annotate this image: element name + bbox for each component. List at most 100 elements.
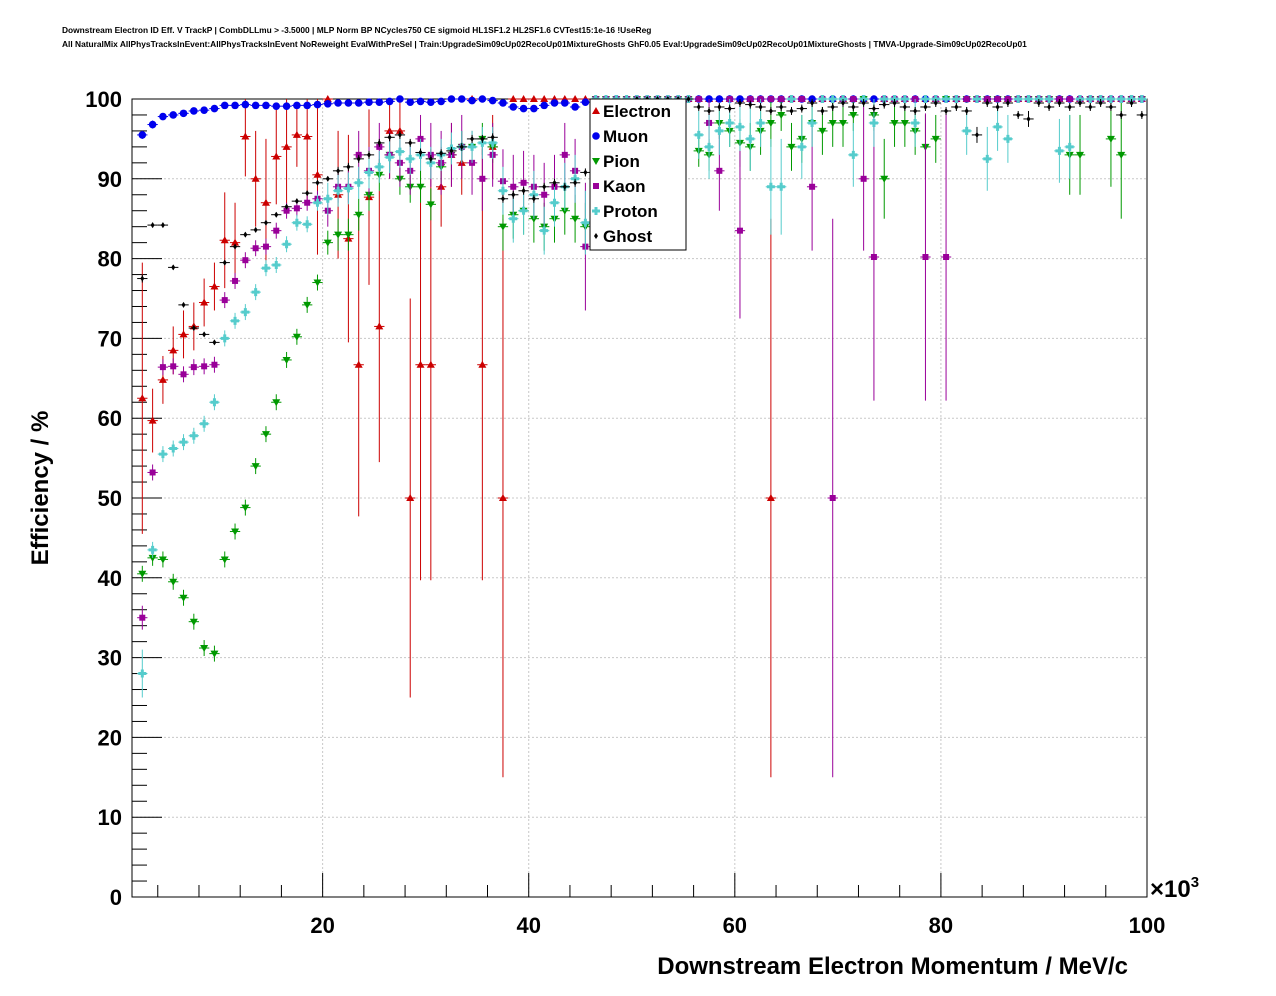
data-point (746, 134, 755, 143)
data-point (509, 103, 518, 111)
data-point (158, 556, 167, 564)
data-point (1117, 151, 1126, 159)
data-point (158, 450, 167, 459)
data-point (261, 264, 270, 273)
data-point (171, 264, 176, 271)
data-point (241, 308, 250, 317)
data-point (169, 578, 178, 586)
data-point (303, 220, 312, 229)
data-point (313, 170, 322, 178)
data-point (334, 186, 343, 195)
data-point (336, 167, 341, 174)
data-point (892, 99, 897, 106)
data-point (540, 101, 548, 110)
data-point (428, 155, 433, 162)
data-point (169, 111, 178, 119)
data-point (395, 147, 404, 156)
y-tick-label: 70 (98, 326, 122, 351)
y-tick-label: 0 (110, 885, 122, 910)
data-point (231, 316, 240, 325)
data-point (293, 101, 301, 110)
data-point (470, 135, 475, 142)
data-point (303, 101, 311, 110)
data-point (995, 103, 1000, 110)
y-tick-label: 60 (98, 406, 122, 431)
data-point (148, 545, 157, 554)
data-point (356, 155, 361, 162)
data-point (138, 669, 147, 678)
data-point (1139, 111, 1144, 118)
data-point (715, 95, 724, 103)
data-point (972, 95, 981, 103)
data-point (560, 207, 569, 215)
data-point (490, 134, 495, 141)
data-point (138, 570, 147, 578)
data-point (1024, 95, 1033, 103)
data-point (396, 95, 404, 103)
data-point (571, 95, 580, 102)
x-tick-label: 20 (310, 913, 334, 938)
data-point (406, 98, 415, 106)
legend-item-kaon: Kaon (593, 177, 646, 196)
data-point (828, 95, 837, 103)
data-point (170, 363, 177, 370)
data-point (323, 239, 332, 247)
data-point (1003, 134, 1012, 143)
data-point (426, 201, 435, 209)
data-point (944, 107, 949, 114)
chart-title-line-1: Downstream Electron ID Eff. V TrackP | C… (62, 25, 652, 35)
x-axis-multiplier-base: ×10 (1150, 876, 1191, 903)
data-point (395, 126, 404, 134)
data-point (210, 104, 219, 113)
data-point (694, 130, 703, 139)
data-point (716, 167, 723, 174)
data-point (478, 95, 487, 103)
data-point (777, 111, 786, 119)
data-point (262, 101, 270, 110)
data-point (499, 99, 507, 107)
data-point (963, 96, 970, 102)
data-point (416, 360, 425, 368)
data-point (725, 118, 734, 127)
data-point (818, 95, 827, 103)
data-point (459, 143, 464, 150)
data-point (222, 259, 227, 266)
data-point (519, 104, 528, 113)
data-point (397, 131, 402, 138)
data-point (715, 126, 724, 135)
data-point (900, 95, 909, 103)
data-point (416, 97, 425, 106)
data-point (140, 275, 145, 282)
data-point (911, 118, 920, 127)
data-point (139, 614, 146, 621)
data-point (808, 118, 817, 127)
data-point (252, 245, 259, 252)
data-point (521, 187, 526, 194)
data-point (531, 195, 536, 202)
data-point (748, 101, 753, 108)
data-point (305, 190, 310, 197)
data-point (717, 103, 722, 110)
data-point (148, 554, 157, 562)
data-point (594, 233, 598, 239)
data-point (367, 151, 372, 158)
data-point (818, 127, 827, 135)
data-point (315, 179, 320, 186)
data-point (449, 147, 454, 154)
legend-label: Ghost (603, 227, 652, 246)
legend-label: Pion (603, 152, 640, 171)
data-point (457, 95, 466, 103)
y-tick-label: 20 (98, 725, 122, 750)
y-tick-label: 90 (98, 167, 122, 192)
data-point (809, 183, 816, 190)
y-tick-label: 10 (98, 805, 122, 830)
data-point (839, 119, 848, 127)
data-point (540, 95, 549, 102)
data-point (519, 95, 528, 102)
data-point (550, 99, 559, 107)
data-point (758, 103, 763, 110)
data-point (189, 431, 198, 440)
data-point (385, 97, 394, 106)
data-point (779, 103, 784, 110)
data-point (220, 556, 229, 564)
